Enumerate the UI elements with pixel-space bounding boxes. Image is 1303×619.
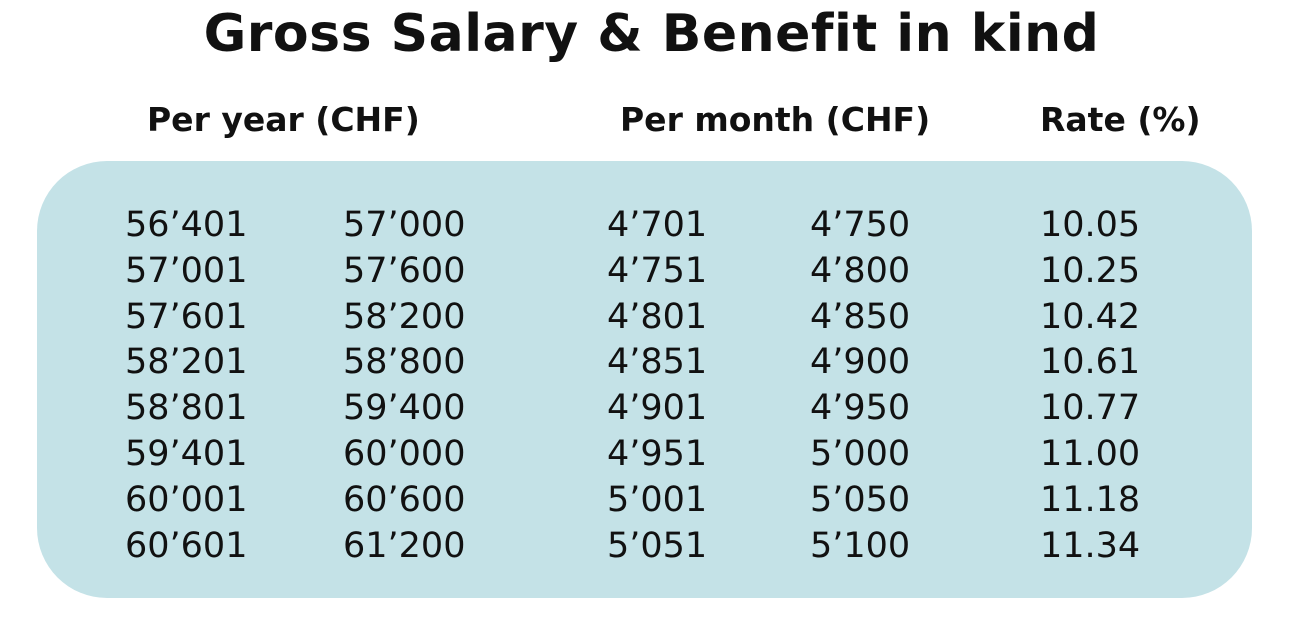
- month-to-cell: 4’750: [810, 205, 911, 245]
- year-from-cell: 57’001: [125, 250, 248, 291]
- header-per-month: Per month (CHF): [620, 100, 931, 139]
- year-to-cell: 58’200: [343, 296, 466, 337]
- year-from-cell: 58’801: [125, 388, 248, 429]
- month-to-cell: 4’800: [810, 250, 911, 291]
- month-to-cell: 5’100: [810, 525, 911, 566]
- month-from-cell: 5’051: [607, 525, 708, 566]
- month-from-cell: 4’801: [607, 296, 708, 337]
- header-per-year: Per year (CHF): [147, 100, 420, 139]
- month-from-cell: 4’901: [607, 388, 708, 429]
- table-panel: [37, 161, 1252, 598]
- table-row: 57’601 58’200 4’801 4’850 10.42: [0, 294, 1303, 340]
- rate-cell: 10.42: [1040, 296, 1141, 337]
- year-to-cell: 60’600: [343, 479, 466, 520]
- year-to-cell: 57’600: [343, 250, 466, 291]
- year-from-cell: 60’001: [125, 479, 248, 520]
- month-to-cell: 4’950: [810, 388, 911, 429]
- month-from-cell: 5’001: [607, 479, 708, 520]
- month-to-cell: 5’050: [810, 479, 911, 520]
- month-to-cell: 4’850: [810, 296, 911, 337]
- table-row: 59’401 60’000 4’951 5’000 11.00: [0, 431, 1303, 477]
- month-to-cell: 5’000: [810, 433, 911, 474]
- rate-cell: 11.34: [1040, 525, 1141, 566]
- year-from-cell: 58’201: [125, 342, 248, 383]
- rate-cell: 10.61: [1040, 342, 1141, 383]
- rate-cell: 11.00: [1040, 433, 1141, 474]
- year-to-cell: 59’400: [343, 388, 466, 429]
- month-from-cell: 4’701: [607, 205, 708, 245]
- year-from-cell: 56’401: [125, 205, 248, 245]
- year-to-cell: 60’000: [343, 433, 466, 474]
- month-from-cell: 4’751: [607, 250, 708, 291]
- year-from-cell: 60’601: [125, 525, 248, 566]
- month-from-cell: 4’951: [607, 433, 708, 474]
- table-row: 56’401 57’000 4’701 4’750 10.05: [0, 202, 1303, 248]
- month-to-cell: 4’900: [810, 342, 911, 383]
- salary-table: 56’401 57’000 4’701 4’750 10.05 57’001 5…: [0, 202, 1303, 568]
- rate-cell: 10.25: [1040, 250, 1141, 291]
- year-to-cell: 57’000: [343, 205, 466, 245]
- table-row: 58’801 59’400 4’901 4’950 10.77: [0, 385, 1303, 431]
- table-row: 58’201 58’800 4’851 4’900 10.61: [0, 339, 1303, 385]
- table-row: 60’001 60’600 5’001 5’050 11.18: [0, 477, 1303, 523]
- month-from-cell: 4’851: [607, 342, 708, 383]
- year-from-cell: 59’401: [125, 433, 248, 474]
- rate-cell: 10.05: [1040, 205, 1141, 245]
- year-from-cell: 57’601: [125, 296, 248, 337]
- page-title: Gross Salary & Benefit in kind: [203, 4, 1100, 64]
- rate-cell: 11.18: [1040, 479, 1141, 520]
- year-to-cell: 58’800: [343, 342, 466, 383]
- table-row: 57’001 57’600 4’751 4’800 10.25: [0, 248, 1303, 294]
- header-rate: Rate (%): [1040, 100, 1201, 139]
- year-to-cell: 61’200: [343, 525, 466, 566]
- table-row: 60’601 61’200 5’051 5’100 11.34: [0, 523, 1303, 569]
- rate-cell: 10.77: [1040, 388, 1141, 429]
